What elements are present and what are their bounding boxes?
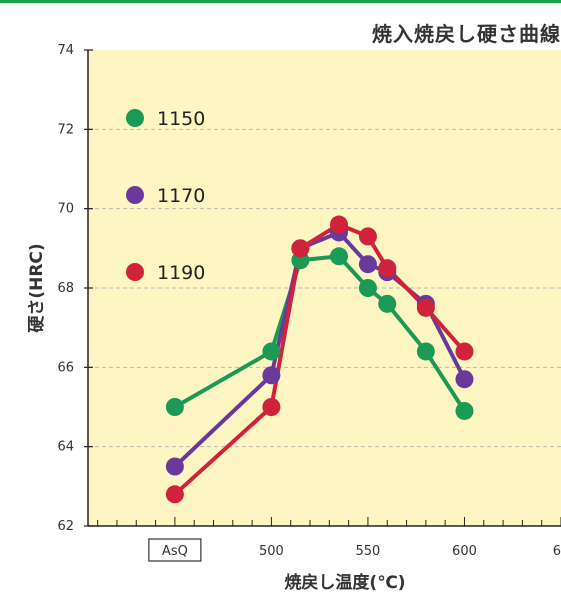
data-point-1170-450 [165, 457, 184, 476]
data-point-1190-580 [416, 298, 435, 317]
x-tick-label-65: 65 [553, 544, 561, 559]
top-accent-line [0, 0, 561, 3]
data-point-1190-515 [291, 239, 310, 258]
y-axis-title: 硬さ(HRC) [27, 243, 47, 332]
data-point-1150-580 [416, 342, 435, 361]
x-tick-label-550: 550 [356, 544, 381, 559]
data-point-1150-560 [378, 294, 397, 313]
data-point-1150-550 [358, 279, 377, 297]
legend-marker-1190 [126, 263, 144, 281]
data-point-1190-550 [358, 227, 377, 246]
x-tick-label-500: 500 [259, 544, 284, 559]
series-line-1150 [173, 254, 467, 413]
legend-label-1190: 1190 [157, 262, 205, 284]
y-tick-label-66: 66 [57, 360, 74, 375]
data-point-1150-535 [329, 247, 348, 266]
y-tick-label-62: 62 [57, 519, 74, 534]
legend-label-1170: 1170 [157, 185, 205, 207]
data-point-1150-500 [262, 342, 281, 361]
data-point-1170-500 [262, 366, 281, 385]
data-point-1190-450 [165, 485, 184, 504]
legend-marker-1170 [126, 186, 144, 204]
x-axis-title: 焼戻し温度(℃) [284, 572, 405, 593]
data-point-1150-600 [455, 401, 474, 420]
y-tick-label-74: 74 [57, 43, 74, 58]
legend-marker-1150 [126, 109, 144, 127]
x-label-asq-box [148, 538, 202, 562]
y-tick-label-72: 72 [57, 122, 74, 137]
x-tick-label-AsQ: AsQ [162, 544, 188, 559]
legend-label-1150: 1150 [157, 108, 205, 130]
y-tick-label-70: 70 [57, 202, 74, 217]
y-tick-label-64: 64 [57, 440, 74, 455]
data-point-1150-450 [165, 398, 184, 416]
data-point-1170-550 [358, 255, 377, 274]
y-tick-label-68: 68 [57, 281, 74, 296]
data-point-1170-600 [455, 370, 474, 389]
data-point-1190-600 [455, 342, 474, 361]
x-tick-label-600: 600 [452, 544, 477, 559]
chart-title: 焼入焼戻し硬さ曲線 [372, 22, 561, 46]
data-point-1190-560 [378, 259, 397, 278]
data-point-1190-500 [262, 398, 281, 416]
data-point-1190-535 [329, 215, 348, 234]
